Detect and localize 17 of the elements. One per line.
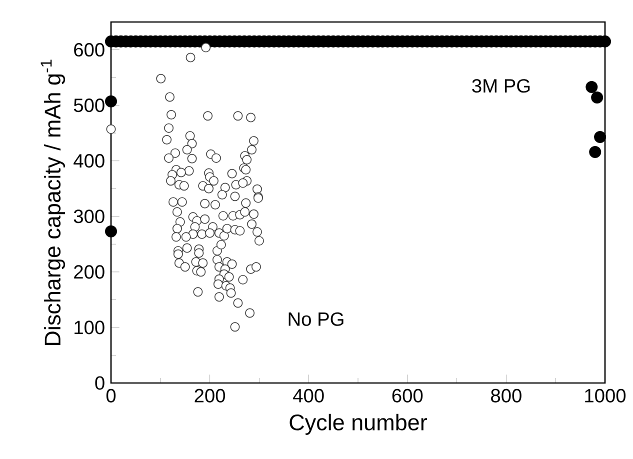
y-axis-title: Discharge capacity / mAh g$^{-1}$ bbox=[40, 60, 66, 345]
series-label: 3M PG bbox=[472, 79, 530, 93]
x-axis-title: Cycle number bbox=[290, 414, 427, 435]
y-tick-label: 600 bbox=[74, 42, 104, 57]
x-tick-label: 0 bbox=[106, 388, 116, 402]
y-tick-label: 300 bbox=[74, 210, 104, 224]
y-tick-label: 100 bbox=[74, 320, 104, 334]
y-tick-label: 200 bbox=[74, 265, 104, 279]
series-label: No PG bbox=[288, 312, 344, 326]
x-tick-label: 1000 bbox=[585, 388, 626, 402]
x-tick-label: 400 bbox=[293, 388, 324, 402]
y-tick-label: 0 bbox=[95, 376, 104, 390]
x-tick-label: 200 bbox=[194, 388, 226, 402]
x-tick-label: 600 bbox=[392, 388, 423, 402]
x-tick-label: 800 bbox=[491, 388, 522, 402]
y-tick-label: 500 bbox=[74, 98, 104, 112]
y-tick-label: 400 bbox=[74, 154, 104, 168]
